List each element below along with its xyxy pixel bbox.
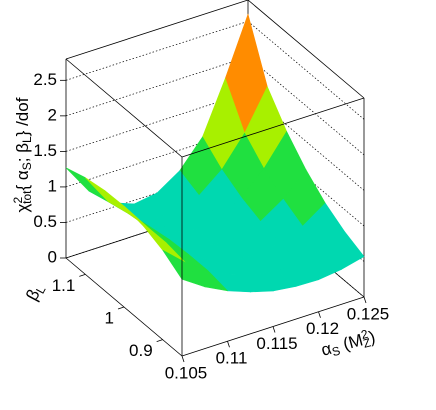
surface-cell bbox=[85, 177, 128, 214]
grid-line bbox=[65, 20, 249, 81]
z-axis-label: χ2tot{ αS; βL} /dof bbox=[11, 97, 34, 212]
box-edge bbox=[65, 58, 183, 158]
z-tick-label: 2 bbox=[48, 105, 57, 124]
grid-line bbox=[247, 56, 365, 156]
tick-mark bbox=[181, 355, 185, 363]
x-axis-label-part: 2 bbox=[360, 326, 370, 341]
tick-mark bbox=[156, 339, 163, 343]
y-tick-label: 1.1 bbox=[52, 276, 76, 295]
tick-mark bbox=[227, 341, 230, 348]
z-axis-label-part: ; β bbox=[13, 143, 32, 162]
x-tick-label: 0.125 bbox=[347, 304, 390, 323]
z-axis-label-part: χ bbox=[13, 203, 32, 212]
z-axis-label-part: { α bbox=[13, 170, 32, 190]
y-tick-label: 1 bbox=[105, 308, 114, 327]
z-axis-label-part: S bbox=[20, 162, 34, 170]
z-tick-label: 0.5 bbox=[33, 212, 57, 231]
y-tick-label: 0.9 bbox=[129, 341, 153, 360]
z-axis-label-part: } /dof bbox=[13, 97, 32, 136]
surface-cell bbox=[65, 167, 109, 202]
x-axis-label-part: S bbox=[330, 343, 341, 359]
box-edge bbox=[65, 0, 249, 60]
z-tick-label: 2.5 bbox=[33, 70, 57, 89]
grid-line bbox=[65, 92, 249, 152]
tick-mark bbox=[79, 273, 86, 277]
x-axis-label-part: Z bbox=[362, 335, 373, 350]
tick-mark bbox=[117, 306, 125, 310]
box-edge bbox=[181, 97, 365, 158]
z-tick-label: 1 bbox=[48, 176, 57, 195]
z-axis-label-part: L bbox=[20, 136, 34, 143]
z-tick-label: 1.5 bbox=[33, 141, 57, 160]
grid-line bbox=[247, 21, 365, 120]
x-tick-label: 0.12 bbox=[306, 319, 339, 338]
grid-line bbox=[65, 127, 249, 188]
box-edge bbox=[247, 0, 365, 99]
z-tick-label: 0 bbox=[48, 247, 57, 266]
surface-cell bbox=[162, 249, 206, 288]
x-tick-label: 0.115 bbox=[256, 334, 297, 353]
x-axis-label-part: ) bbox=[367, 328, 377, 348]
tick-mark bbox=[272, 326, 276, 333]
y-axis-label: βL bbox=[23, 280, 49, 304]
tick-mark bbox=[318, 311, 321, 318]
z-axis-label-part: tot bbox=[20, 190, 34, 204]
z-axis-label-part: 2 bbox=[11, 197, 25, 204]
grid-line bbox=[65, 56, 249, 117]
x-tick-label: 0.11 bbox=[216, 349, 248, 368]
x-tick-label: 0.105 bbox=[165, 363, 208, 382]
tick-mark bbox=[363, 296, 367, 304]
